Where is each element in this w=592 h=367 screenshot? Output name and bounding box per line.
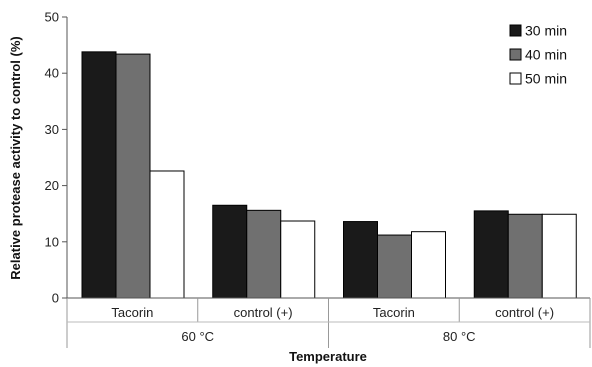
y-axis-ticks: 0 10 20 30 40 50 [45, 10, 67, 306]
y-tick-label: 0 [52, 291, 59, 306]
bar-40-min-cat-3 [377, 234, 412, 299]
y-tick-label: 10 [45, 234, 59, 249]
legend-swatch [509, 24, 522, 37]
x-group-label: 60 °C [181, 329, 214, 344]
axes-layer [66, 17, 591, 348]
x-category-label: control (+) [234, 305, 293, 320]
bar-40-min-cat-1 [115, 53, 151, 299]
x-category-label: Tacorin [111, 305, 153, 320]
legend: 30 min 40 min 50 min [509, 23, 567, 87]
legend-swatch [509, 48, 522, 61]
legend-label: 30 min [525, 23, 567, 39]
bar-40-min-cat-4 [507, 213, 543, 299]
x-group-label: 80 °C [443, 329, 476, 344]
y-tick-label: 40 [45, 66, 59, 81]
legend-label: 50 min [525, 71, 567, 87]
x-category-label: control (+) [495, 305, 554, 320]
bar-50-min-cat-1 [149, 170, 185, 299]
bar-50-min-cat-2 [280, 220, 316, 299]
y-axis-title: Relative protease activity to control (%… [8, 36, 23, 279]
bar-50-min-cat-3 [411, 231, 446, 299]
bar-30-min-cat-3 [343, 221, 378, 299]
legend-label: 40 min [525, 47, 567, 63]
bar-40-min-cat-2 [246, 209, 282, 299]
legend-swatch [509, 72, 522, 85]
bar-30-min-cat-2 [212, 204, 248, 299]
y-tick-label: 20 [45, 178, 59, 193]
x-axis-categories: Tacorin control (+) Tacorin control (+) 60 °… [111, 305, 554, 344]
x-category-label: Tacorin [373, 305, 415, 320]
bar-30-min-cat-1 [81, 51, 117, 299]
bars-layer [81, 51, 577, 299]
y-tick-label: 50 [45, 10, 59, 25]
y-tick-label: 30 [45, 122, 59, 137]
bar-50-min-cat-4 [541, 213, 577, 299]
x-axis-title: Temperature [289, 349, 367, 364]
bar-30-min-cat-4 [473, 210, 509, 299]
